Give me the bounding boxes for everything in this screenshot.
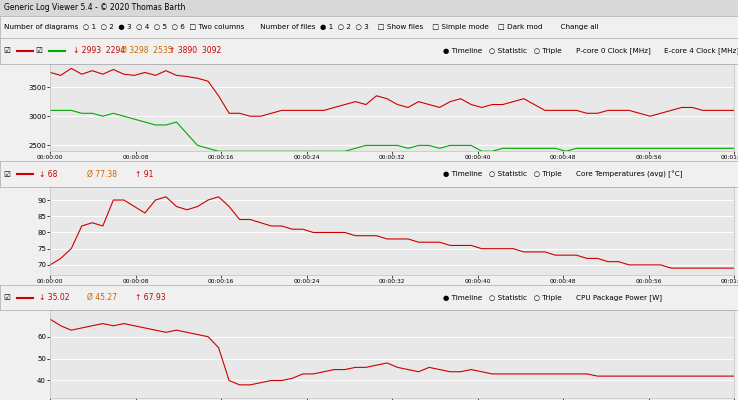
Text: ↑ 91: ↑ 91	[135, 170, 154, 179]
Text: P-core 0 Clock [MHz]: P-core 0 Clock [MHz]	[576, 47, 650, 54]
Text: ↓ 35.02: ↓ 35.02	[39, 293, 69, 302]
Text: Ø 3298  2535: Ø 3298 2535	[121, 46, 173, 55]
Text: 00:00:28: 00:00:28	[337, 163, 363, 168]
Text: ● Timeline   ○ Statistic   ○ Triple: ● Timeline ○ Statistic ○ Triple	[443, 171, 562, 177]
Text: ☑: ☑	[4, 293, 10, 302]
Text: CPU Package Power [W]: CPU Package Power [W]	[576, 294, 662, 301]
Text: 00:00:20: 00:00:20	[251, 163, 277, 168]
Text: 00:01:00: 00:01:00	[678, 163, 705, 168]
Text: ☑: ☑	[4, 170, 10, 179]
Text: ↓ 2993  2294: ↓ 2993 2294	[73, 46, 125, 55]
Text: Generic Log Viewer 5.4 - © 2020 Thomas Barth: Generic Log Viewer 5.4 - © 2020 Thomas B…	[4, 4, 185, 12]
Text: ● Timeline   ○ Statistic   ○ Triple: ● Timeline ○ Statistic ○ Triple	[443, 294, 562, 300]
Text: ☑: ☑	[35, 46, 42, 55]
Text: ↑ 3890  3092: ↑ 3890 3092	[169, 46, 221, 55]
Text: 00:00:36: 00:00:36	[422, 163, 448, 168]
Text: ↓ 68: ↓ 68	[39, 170, 58, 179]
Text: ● Timeline   ○ Statistic   ○ Triple: ● Timeline ○ Statistic ○ Triple	[443, 48, 562, 54]
Text: 00:00:12: 00:00:12	[165, 163, 192, 168]
Text: 00:00:04: 00:00:04	[80, 163, 106, 168]
Text: 00:00:44: 00:00:44	[507, 286, 534, 291]
Text: Number of diagrams  ○ 1  ○ 2  ● 3  ○ 4  ○ 5  ○ 6  □ Two columns       Number of : Number of diagrams ○ 1 ○ 2 ● 3 ○ 4 ○ 5 ○…	[4, 24, 599, 30]
Text: Core Temperatures (avg) [°C]: Core Temperatures (avg) [°C]	[576, 170, 682, 178]
Text: 00:00:44: 00:00:44	[507, 163, 534, 168]
Text: ☑: ☑	[4, 46, 10, 55]
Text: 00:00:52: 00:00:52	[593, 163, 619, 168]
Text: ↑ 67.93: ↑ 67.93	[135, 293, 165, 302]
Text: 00:00:36: 00:00:36	[422, 286, 448, 291]
Text: E-core 4 Clock [MHz]: E-core 4 Clock [MHz]	[664, 47, 738, 54]
Text: 00:00:20: 00:00:20	[251, 286, 277, 291]
Text: 00:01:00: 00:01:00	[678, 286, 705, 291]
Text: Ø 77.38: Ø 77.38	[87, 170, 117, 179]
X-axis label: Time: Time	[383, 174, 401, 183]
Text: 00:00:12: 00:00:12	[165, 286, 192, 291]
Text: 00:00:04: 00:00:04	[80, 286, 106, 291]
Text: Ø 45.27: Ø 45.27	[87, 293, 117, 302]
Text: 00:00:52: 00:00:52	[593, 286, 619, 291]
X-axis label: Time: Time	[383, 298, 401, 307]
Text: 00:00:28: 00:00:28	[337, 286, 363, 291]
